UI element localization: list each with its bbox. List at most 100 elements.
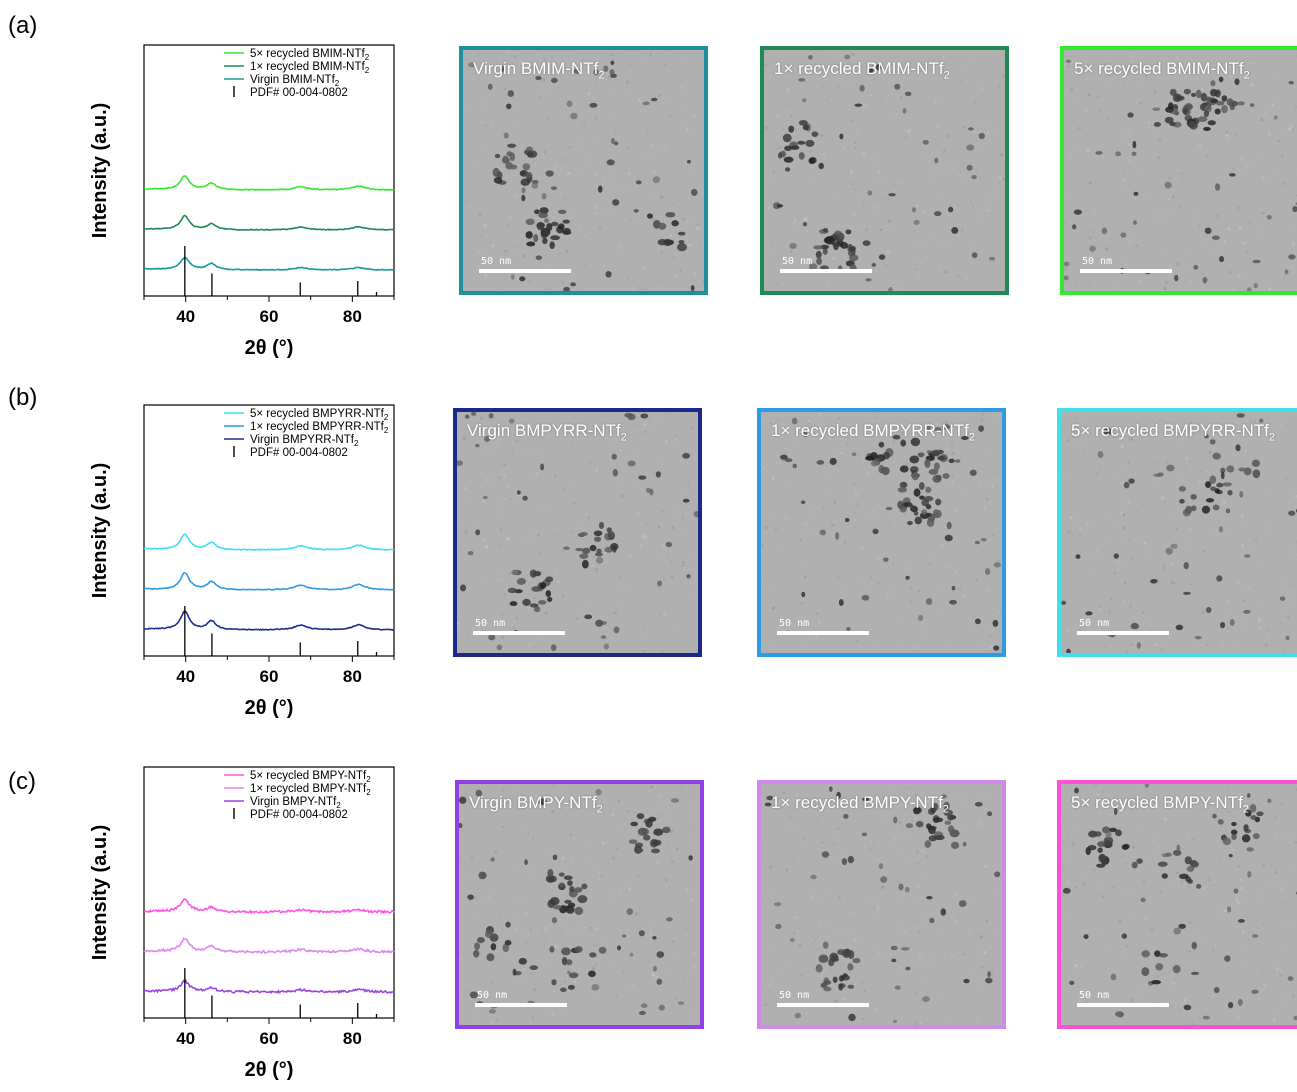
nanoparticle	[1190, 494, 1196, 500]
nanoparticle	[1227, 98, 1234, 105]
nanoparticle	[1226, 508, 1231, 513]
scale-bar-label: 50 nm	[1079, 990, 1109, 1001]
nanoparticle	[905, 967, 910, 971]
nanoparticle	[473, 950, 479, 958]
nanoparticle	[1192, 942, 1198, 949]
nanoparticle	[486, 953, 494, 961]
nanoparticle	[840, 242, 848, 249]
nanoparticle	[894, 84, 900, 90]
nanoparticle	[1152, 107, 1160, 111]
series-line	[144, 981, 394, 993]
nanoparticle	[985, 568, 990, 575]
nanoparticle	[1133, 220, 1137, 225]
nanoparticle	[775, 924, 781, 929]
nanoparticle	[865, 278, 871, 281]
nanoparticle	[536, 255, 543, 260]
nanoparticle	[596, 549, 601, 554]
nanoparticle	[601, 635, 606, 639]
nanoparticle	[1252, 460, 1260, 467]
nanoparticle	[880, 876, 887, 883]
nanoparticle	[1136, 858, 1142, 863]
nanoparticle	[656, 471, 661, 477]
nanoparticle	[566, 101, 572, 107]
nanoparticle	[648, 817, 656, 822]
scale-bar	[777, 631, 869, 635]
nanoparticle	[971, 175, 977, 179]
nanoparticle	[1185, 856, 1192, 864]
nanoparticle	[833, 977, 838, 983]
nanoparticle	[1115, 1011, 1123, 1016]
nanoparticle	[636, 180, 642, 184]
nanoparticle	[483, 496, 488, 499]
nanoparticle	[1216, 483, 1223, 488]
nanoparticle	[530, 603, 539, 607]
nanoparticle	[617, 945, 621, 950]
nanoparticle	[526, 218, 535, 225]
nanoparticle	[635, 848, 643, 852]
nanoparticle	[547, 597, 552, 602]
nanoparticle	[1191, 93, 1196, 97]
nanoparticle	[1208, 120, 1216, 125]
scale-bar	[475, 1003, 567, 1007]
series-line	[144, 573, 394, 590]
nanoparticle	[790, 145, 799, 149]
nanoparticle	[1288, 976, 1294, 981]
tem-texture	[463, 50, 704, 291]
nanoparticle	[551, 979, 556, 985]
nanoparticle	[639, 930, 645, 936]
nanoparticle	[517, 490, 521, 494]
nanoparticle	[612, 545, 617, 553]
nanoparticle	[574, 887, 582, 893]
nanoparticle	[1124, 482, 1130, 489]
nanoparticle	[639, 1011, 646, 1015]
legend-entry: PDF# 00-004-0802	[250, 447, 348, 459]
nanoparticle	[867, 190, 872, 195]
nanoparticle	[972, 252, 978, 258]
nanoparticle	[559, 872, 565, 876]
nanoparticle	[662, 827, 670, 834]
nanoparticle	[653, 176, 660, 183]
nanoparticle	[542, 231, 550, 235]
nanoparticle	[588, 971, 596, 978]
scale-bar-label: 50 nm	[1082, 256, 1112, 267]
nanoparticle	[881, 467, 889, 475]
nanoparticle	[905, 887, 910, 893]
nanoparticle	[1237, 413, 1245, 417]
nanoparticle	[829, 786, 833, 792]
nanoparticle	[793, 464, 797, 469]
nanoparticle	[975, 802, 983, 807]
nanoparticle	[614, 626, 620, 633]
nanoparticle	[553, 854, 558, 860]
nanoparticle	[1094, 831, 1102, 836]
nanoparticle	[816, 251, 822, 259]
nanoparticle	[1212, 453, 1220, 460]
nanoparticle	[902, 108, 906, 114]
nanoparticle	[551, 186, 557, 190]
nanoparticle	[784, 157, 794, 163]
legend-entry: 5× recycled BMIM-NTf2	[250, 48, 370, 62]
nanoparticle	[649, 489, 653, 496]
nanoparticle	[641, 1003, 648, 1008]
nanoparticle	[940, 908, 946, 915]
x-axis-label: 2θ (°)	[245, 1059, 294, 1081]
series-line	[144, 899, 394, 913]
nanoparticle	[628, 461, 636, 467]
nanoparticle	[777, 204, 784, 208]
nanoparticle	[1234, 888, 1239, 893]
nanoparticle	[1193, 265, 1198, 270]
scale-bar-label: 50 nm	[481, 256, 511, 267]
nanoparticle	[558, 223, 565, 229]
nanoparticle	[1239, 491, 1243, 498]
nanoparticle	[1230, 619, 1235, 626]
nanoparticle	[1238, 467, 1246, 471]
tem-title: 1× recycled BMPY-NTf2	[771, 793, 949, 815]
nanoparticle	[929, 918, 934, 923]
nanoparticle	[546, 170, 554, 176]
nanoparticle	[511, 274, 515, 280]
nanoparticle	[823, 228, 828, 232]
nanoparticle	[559, 882, 565, 887]
nanoparticle	[1238, 919, 1245, 923]
nanoparticle	[549, 241, 554, 249]
nanoparticle	[975, 541, 980, 544]
